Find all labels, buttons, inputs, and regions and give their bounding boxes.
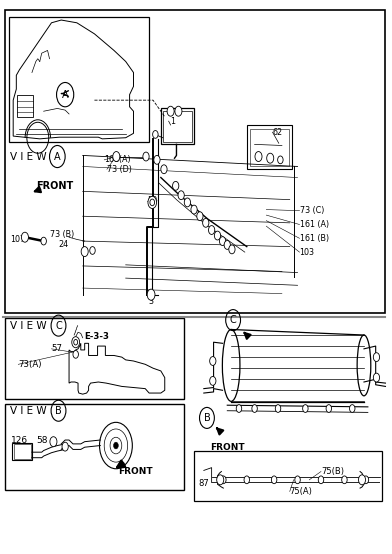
Circle shape	[72, 337, 80, 348]
Circle shape	[275, 404, 281, 412]
Circle shape	[113, 152, 120, 162]
Text: 126: 126	[11, 435, 27, 444]
Circle shape	[363, 476, 368, 484]
Circle shape	[318, 476, 324, 484]
Circle shape	[210, 377, 216, 386]
Bar	[247, 125, 292, 169]
Circle shape	[350, 404, 355, 412]
Bar	[17, 95, 33, 117]
Text: 73 (C): 73 (C)	[299, 206, 324, 215]
Text: 103: 103	[299, 248, 314, 257]
Circle shape	[148, 196, 156, 208]
Circle shape	[295, 476, 300, 484]
Circle shape	[220, 237, 226, 245]
Text: FRONT: FRONT	[210, 443, 244, 452]
Text: 87: 87	[198, 479, 209, 488]
Circle shape	[161, 165, 167, 173]
Circle shape	[209, 225, 215, 234]
Bar	[5, 319, 184, 398]
Circle shape	[210, 357, 216, 366]
Circle shape	[81, 247, 88, 257]
Text: 161(A): 161(A)	[104, 155, 131, 165]
Circle shape	[114, 442, 118, 449]
Circle shape	[303, 404, 308, 412]
Text: 57: 57	[51, 345, 62, 353]
Circle shape	[175, 106, 182, 116]
Circle shape	[74, 340, 78, 345]
Circle shape	[271, 476, 277, 484]
Bar	[161, 109, 194, 145]
Circle shape	[278, 156, 283, 164]
Circle shape	[359, 475, 365, 485]
Circle shape	[217, 475, 224, 485]
Text: 1: 1	[171, 117, 176, 126]
Text: 73(A): 73(A)	[18, 360, 42, 369]
Bar	[163, 111, 192, 142]
Text: A: A	[54, 152, 61, 162]
Text: C: C	[55, 321, 62, 331]
Text: 161 (A): 161 (A)	[299, 220, 328, 229]
Text: C: C	[230, 315, 236, 325]
Circle shape	[342, 476, 347, 484]
Text: 3: 3	[148, 297, 153, 306]
Circle shape	[224, 240, 230, 249]
Text: V I E W: V I E W	[11, 152, 47, 162]
Text: 107: 107	[11, 235, 25, 244]
Circle shape	[154, 156, 160, 165]
Bar	[13, 443, 32, 460]
Bar	[194, 451, 381, 501]
Circle shape	[50, 437, 57, 447]
Circle shape	[373, 353, 379, 362]
Text: 73 (D): 73 (D)	[107, 165, 132, 174]
Circle shape	[167, 106, 174, 116]
Circle shape	[41, 237, 46, 245]
Text: A: A	[62, 90, 69, 100]
Circle shape	[255, 152, 262, 162]
Circle shape	[22, 232, 29, 242]
Circle shape	[221, 476, 226, 484]
Text: 50: 50	[147, 196, 157, 205]
Circle shape	[152, 131, 158, 138]
Text: V I E W: V I E W	[11, 406, 47, 416]
Circle shape	[147, 289, 155, 300]
Circle shape	[191, 205, 197, 214]
Circle shape	[73, 351, 78, 358]
Circle shape	[373, 373, 379, 382]
Text: 73 (B): 73 (B)	[49, 230, 74, 239]
Text: B: B	[55, 406, 62, 416]
Circle shape	[236, 404, 242, 412]
Text: FRONT: FRONT	[36, 181, 73, 191]
Circle shape	[197, 212, 203, 220]
Text: 24: 24	[58, 240, 69, 249]
Text: 161 (B): 161 (B)	[299, 234, 328, 243]
Bar	[250, 129, 289, 167]
Circle shape	[143, 152, 149, 161]
Circle shape	[214, 231, 221, 240]
Circle shape	[172, 181, 179, 190]
Bar	[9, 17, 149, 142]
Text: 62: 62	[272, 128, 282, 137]
Circle shape	[267, 153, 274, 163]
Circle shape	[244, 476, 250, 484]
Bar	[5, 10, 385, 313]
Text: B: B	[203, 413, 211, 423]
Bar	[5, 404, 184, 490]
Circle shape	[184, 198, 191, 207]
Circle shape	[178, 191, 184, 199]
Circle shape	[90, 247, 95, 254]
Text: 58: 58	[36, 435, 47, 444]
Bar	[14, 444, 31, 459]
Text: V I E W: V I E W	[11, 321, 47, 331]
Circle shape	[229, 245, 235, 254]
Circle shape	[252, 404, 257, 412]
Text: 75(B): 75(B)	[321, 467, 344, 476]
Circle shape	[150, 199, 154, 206]
Text: FRONT: FRONT	[118, 467, 152, 476]
Text: 75(A): 75(A)	[290, 487, 313, 496]
Text: E-3-3: E-3-3	[85, 332, 110, 341]
Circle shape	[203, 218, 209, 227]
Circle shape	[326, 404, 332, 412]
Circle shape	[62, 442, 68, 451]
